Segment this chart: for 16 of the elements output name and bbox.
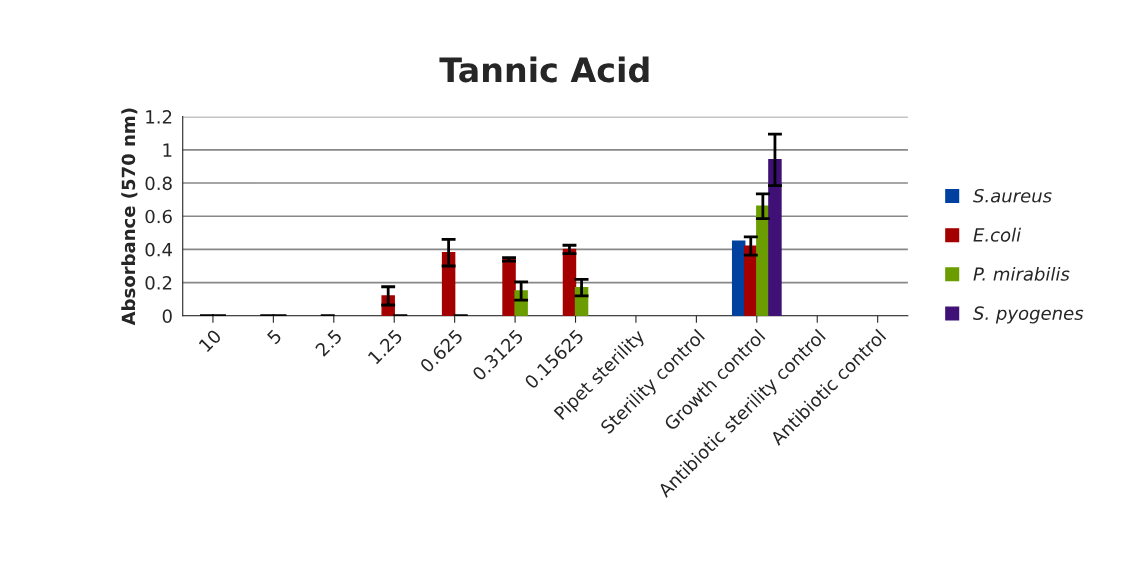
y-tick-label: 0.8	[145, 176, 172, 191]
y-tick-label: 1.2	[146, 110, 172, 124]
chart-title: Tannic Acid	[439, 56, 649, 83]
y-tick-label: 0.4	[145, 242, 172, 257]
x-tick-label: 5	[266, 329, 283, 345]
legend-label: S. pyogenes	[973, 306, 1084, 324]
legend-label: E.coli	[973, 227, 1022, 242]
y-tick-label: 0.6	[145, 209, 172, 224]
y-tick-label: 0	[162, 309, 172, 323]
legend-label: P. mirabilis	[973, 266, 1070, 281]
legend-label: S.aureus	[973, 188, 1052, 203]
x-tick-label: 2.5	[314, 328, 343, 357]
y-tick-label: 0.2	[145, 276, 172, 290]
y-tick-label: 1	[163, 143, 172, 157]
y-axis-title: Absorbance (570 nm)	[121, 108, 138, 326]
x-tick-label: 10	[198, 328, 222, 353]
